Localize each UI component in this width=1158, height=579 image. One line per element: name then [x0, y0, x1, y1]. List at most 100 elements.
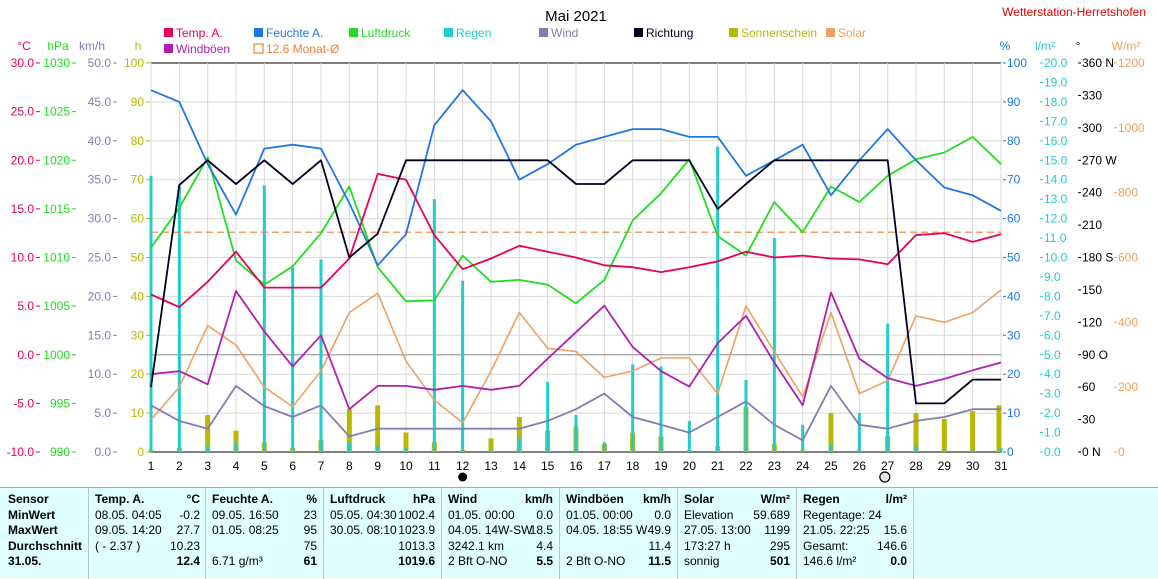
day-tick-label: 23 [768, 459, 782, 473]
hours-axis-tick-label: 0 [137, 445, 144, 459]
rain-axis-tick-label: 15.0 [1044, 153, 1068, 167]
stats-wind-column: Wind km/h 01.05. 00:00 0.0 04.05. 14W-SW 18… [448, 492, 553, 570]
rain-bar [829, 444, 833, 452]
hours-unit-label: h [135, 39, 142, 53]
direction-axis-tick-label: 90 O [1082, 348, 1108, 362]
rain-bar [262, 185, 266, 452]
stats-rain-unit: l/m² [885, 492, 907, 506]
stats-pressure-max: 1023.9 [398, 523, 435, 537]
direction-axis-tick-label: 150 [1082, 283, 1102, 297]
temp-axis-tick-label: 10.0 [11, 251, 35, 265]
rain-bar [716, 146, 720, 452]
rain-bar [461, 280, 465, 452]
direction-axis-tick-label: 240 [1082, 186, 1102, 200]
humidity-axis-tick-label: 30 [1007, 328, 1021, 342]
humidity-unit-label: % [1000, 39, 1011, 53]
stats-pressure-min-time: 05.05. 04:30 [330, 507, 397, 522]
stats-solar-column: Solar W/m² Elevation 59.689 27.05. 13:00 11… [684, 492, 790, 570]
legend-swatch [164, 44, 173, 53]
sunshine-bar [346, 409, 352, 452]
wind-unit-label: km/h [79, 39, 105, 53]
new-moon-icon [458, 472, 468, 482]
direction-axis-tick-label: 300 [1082, 121, 1102, 135]
statistics-panel: Sensor MinWert MaxWert Durchschnitt 31.0… [0, 487, 1158, 579]
humidity-axis-tick-label: 50 [1007, 251, 1021, 265]
direction-axis-tick-label: 30 [1082, 413, 1096, 427]
direction-unit-label: ° [1076, 39, 1081, 53]
rain-axis-tick-label: 16.0 [1044, 134, 1068, 148]
day-tick-label: 24 [796, 459, 810, 473]
temp-axis-tick-label: 30.0 [11, 56, 35, 70]
stats-wind-min-time: 01.05. 00:00 [448, 507, 515, 522]
humidity-axis-tick-label: 80 [1007, 134, 1021, 148]
legend-label: Regen [456, 26, 491, 40]
day-tick-label: 1 [148, 459, 155, 473]
stats-row-label: 31.05. [8, 554, 42, 568]
hours-axis-tick-label: 30 [131, 328, 145, 342]
series-line [150, 135, 1002, 305]
rain-bar [971, 450, 975, 452]
stats-rain-current: 0.0 [890, 554, 907, 568]
direction-axis-tick-label: 270 W [1082, 153, 1117, 167]
stats-row-label: Durchschnitt [8, 538, 83, 553]
sunshine-bar [488, 438, 494, 452]
rain-bar [546, 381, 550, 452]
wind-axis-tick-label: 20.0 [88, 289, 112, 303]
legend-label: Feuchte A. [266, 26, 323, 40]
stats-divider [796, 488, 797, 579]
rain-axis-tick-label: 11.0 [1044, 231, 1067, 245]
pressure-axis-tick-label: 1005 [43, 299, 70, 313]
day-tick-label: 31 [994, 459, 1008, 473]
stats-wind-header: Wind [448, 492, 478, 506]
left-axes: 30.025.020.015.010.05.00.0-5.0-10.010301… [7, 56, 150, 459]
series-line [150, 159, 1001, 405]
rain-axis-tick-label: 4.0 [1044, 367, 1061, 381]
rain-axis-tick-label: 17.0 [1044, 114, 1068, 128]
stats-gusts-avg: 11.4 [648, 538, 671, 553]
sunshine-bar [828, 413, 834, 452]
stats-rain-max-time: 21.05. 22:25 [803, 523, 870, 537]
direction-axis-tick-label: 180 S [1082, 251, 1113, 265]
stats-gusts-max: 49.9 [647, 523, 671, 537]
day-tick-label: 21 [711, 459, 725, 473]
stats-humidity-max: 95 [303, 523, 317, 537]
rain-bars [149, 146, 1003, 452]
humidity-axis-tick-label: 20 [1007, 367, 1021, 381]
direction-axis-tick-label: 0 N [1082, 445, 1101, 459]
stats-divider [441, 488, 442, 579]
sunshine-bar [516, 416, 522, 452]
series-line [150, 290, 1002, 411]
rain-axis-tick-label: 8.0 [1044, 289, 1061, 303]
stats-gusts-min-time: 01.05. 00:00 [566, 507, 633, 522]
hours-axis-tick-label: 70 [131, 173, 145, 187]
rain-bar [602, 442, 606, 452]
wind-axis-tick-label: 45.0 [88, 95, 112, 109]
day-tick-label: 6 [289, 459, 296, 473]
rain-axis-tick-label: 5.0 [1044, 348, 1061, 362]
solar-unit-label: W/m² [1112, 39, 1141, 53]
wind-axis-tick-label: 30.0 [88, 212, 112, 226]
sunshine-bar [403, 432, 409, 452]
day-tick-label: 20 [683, 459, 697, 473]
day-tick-label: 26 [853, 459, 867, 473]
solar-axis-tick-label: 400 [1118, 315, 1138, 329]
humidity-axis-tick-label: 60 [1007, 212, 1021, 226]
stats-divider [323, 488, 324, 579]
stats-humidity-current: 61 [303, 554, 317, 568]
day-tick-label: 7 [318, 459, 325, 473]
temp-axis-tick-label: 0.0 [17, 348, 34, 362]
rain-bar [574, 415, 578, 452]
legend-label: Richtung [646, 26, 693, 40]
stats-solar-hours: 173:27 h [684, 538, 731, 553]
stats-gusts-beaufort: 2 Bft O-NO [566, 554, 626, 568]
day-tick-label: 4 [233, 459, 240, 473]
direction-axis-tick-label: 120 [1082, 315, 1102, 329]
humidity-axis-tick-label: 70 [1007, 173, 1021, 187]
stats-humidity-header: Feuchte A. [212, 492, 273, 506]
humidity-axis-tick-label: 40 [1007, 289, 1021, 303]
moon-markers [458, 471, 891, 483]
hours-axis-tick-label: 80 [131, 134, 145, 148]
series-lines [150, 89, 1002, 442]
wind-axis-tick-label: 15.0 [88, 328, 112, 342]
stats-wind-max: 18.5 [529, 523, 553, 537]
